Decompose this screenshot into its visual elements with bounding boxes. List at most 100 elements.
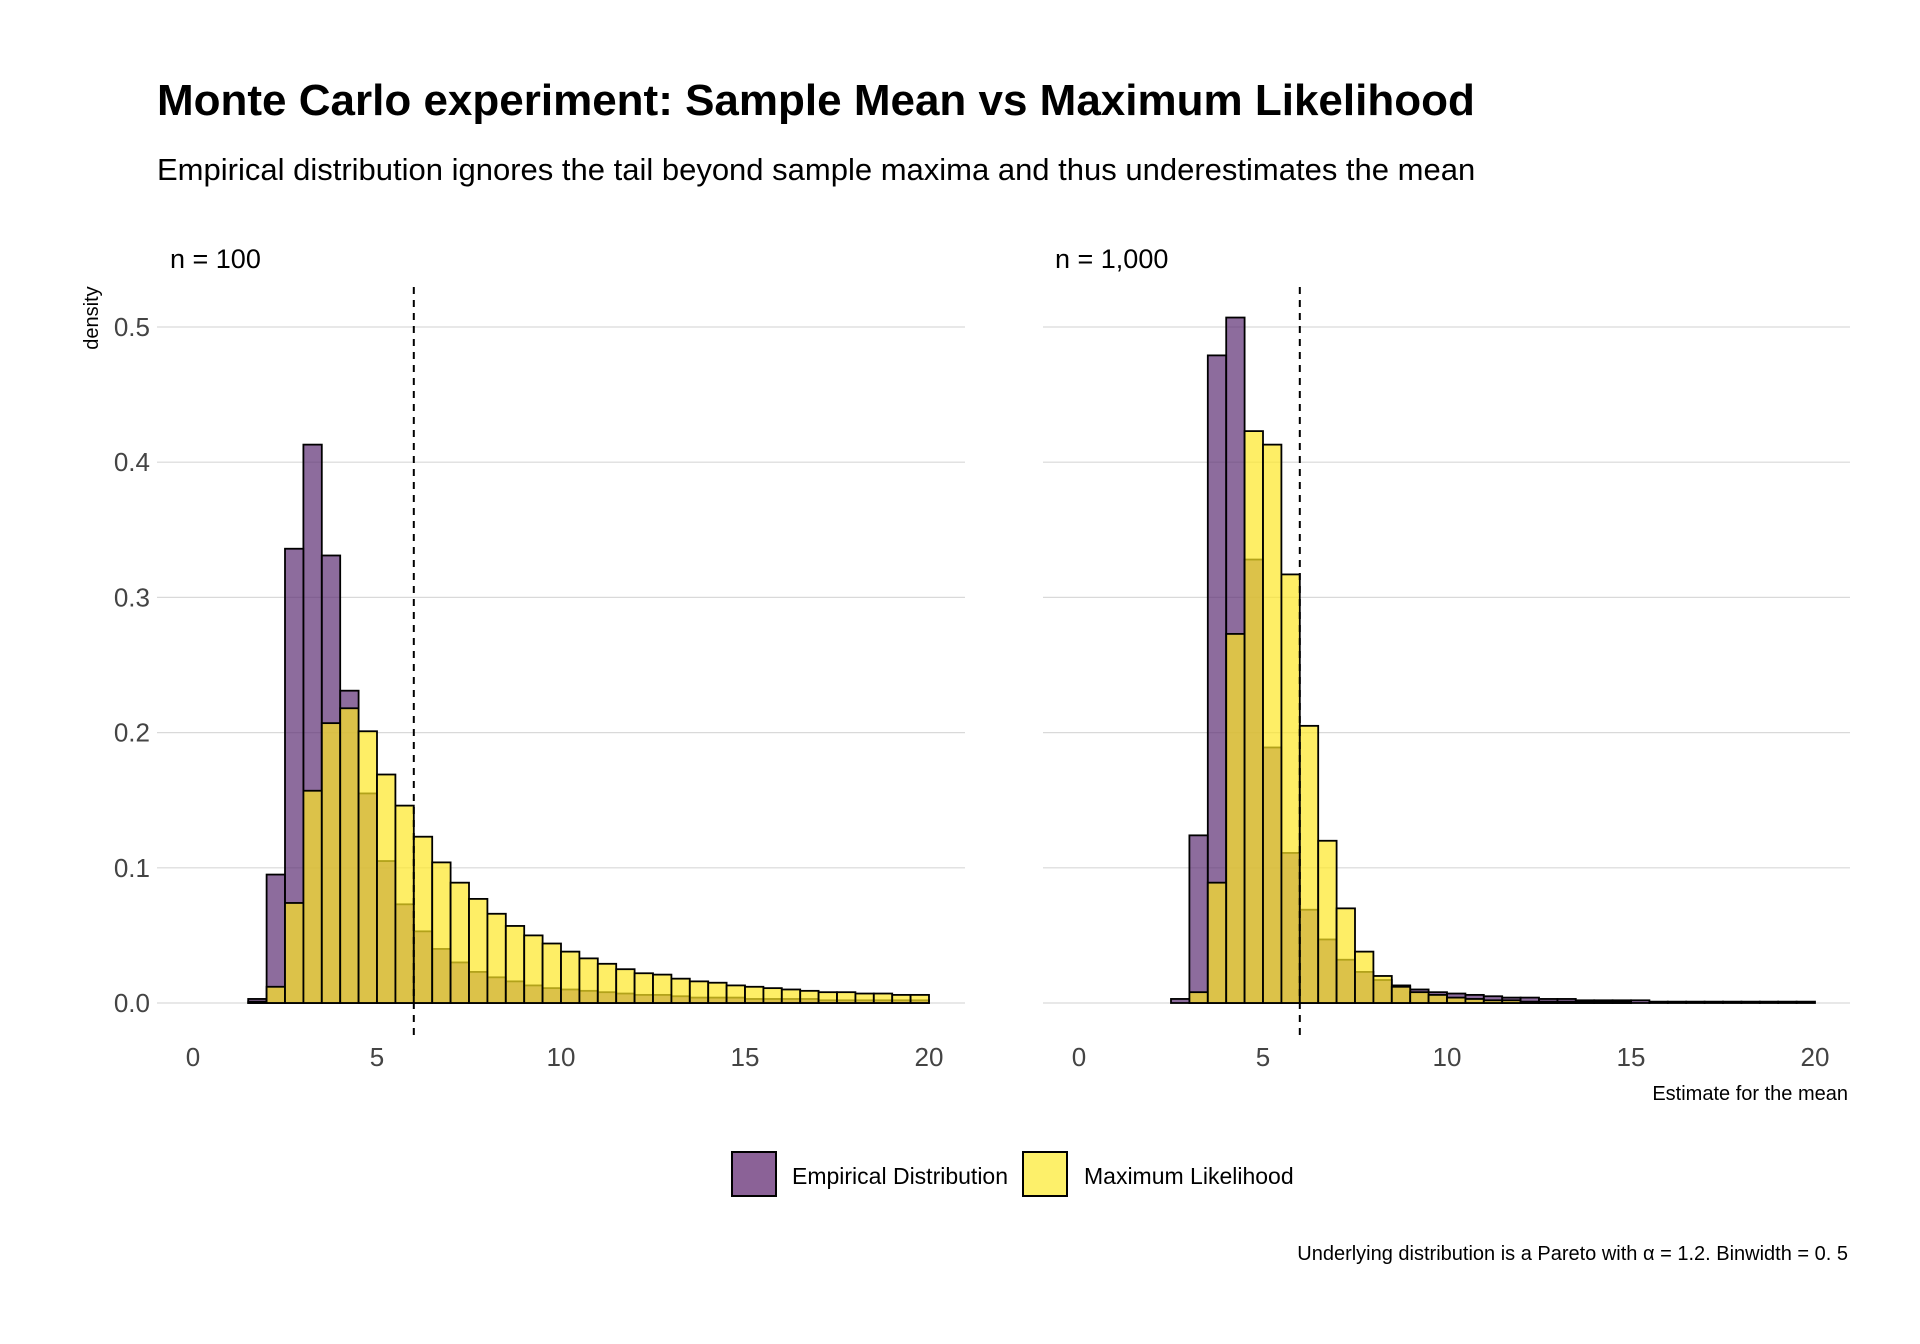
bar-mle	[449, 881, 470, 1004]
legend: Empirical Distribution Maximum Likelihoo…	[731, 1151, 1294, 1197]
bar-empirical	[1188, 834, 1209, 1004]
bar-mle	[596, 962, 618, 1004]
bar-empirical	[1630, 999, 1651, 1004]
bar-mle	[1390, 985, 1412, 1004]
bar-empirical	[1666, 1000, 1688, 1004]
chart-subtitle: Empirical distribution ignores the tail …	[157, 152, 1475, 187]
y-tick-label: 0.5	[114, 312, 150, 342]
y-gridlines	[1043, 326, 1850, 1004]
panel-strip-label: n = 100	[170, 244, 261, 274]
bar-mle	[247, 1000, 268, 1004]
x-axis-title: Estimate for the mean	[1652, 1083, 1848, 1105]
bar-mle	[891, 993, 912, 1004]
bar-mle	[1243, 430, 1264, 1004]
bar-empirical	[1685, 1000, 1706, 1004]
x-tick-labels: 0 5 10 15 20	[186, 1042, 944, 1072]
y-tick-label: 0.4	[114, 447, 150, 477]
bar-empirical	[1758, 1000, 1780, 1004]
bar-mle	[1317, 839, 1338, 1004]
y-tick-label: 0.0	[114, 988, 150, 1018]
panel-n-1000: n = 1,000 0 5 10 15 20	[1043, 244, 1850, 1072]
bar-mle	[265, 985, 286, 1004]
x-tick-label: 15	[731, 1042, 760, 1072]
x-tick-label: 5	[370, 1042, 384, 1072]
bar-empirical	[1740, 1000, 1761, 1004]
bar-empirical	[1777, 1000, 1798, 1004]
legend-label-empirical: Empirical Distribution	[792, 1163, 1008, 1189]
bar-mle	[670, 977, 691, 1004]
bar-mle	[1574, 1000, 1596, 1004]
bar-mle	[1188, 991, 1209, 1004]
bar-empirical	[1795, 1000, 1816, 1004]
bar-mle	[836, 991, 857, 1004]
y-tick-label: 0.1	[114, 853, 150, 883]
bar-empirical	[1170, 998, 1191, 1004]
chart-title: Monte Carlo experiment: Sample Mean vs M…	[157, 76, 1475, 125]
bar-mle	[357, 730, 378, 1004]
bar-mle	[633, 972, 654, 1004]
y-tick-label: 0.2	[114, 718, 150, 748]
x-tick-label: 0	[186, 1042, 200, 1072]
bar-mle	[872, 992, 894, 1004]
bar-mle	[615, 968, 636, 1004]
bar-mle	[412, 835, 434, 1004]
bar-mle	[284, 902, 305, 1004]
bar-mle	[302, 789, 323, 1004]
bar-mle	[1593, 1000, 1614, 1004]
bar-mle	[486, 912, 507, 1004]
bar-mle	[376, 773, 397, 1004]
x-tick-label: 20	[1801, 1042, 1830, 1072]
legend-label-mle: Maximum Likelihood	[1084, 1163, 1294, 1189]
bar-mle	[1335, 907, 1356, 1004]
bar-mle	[1280, 573, 1301, 1004]
chart-caption: Underlying distribution is a Pareto with…	[1297, 1243, 1848, 1265]
bar-mle	[578, 957, 599, 1004]
bar-mle	[707, 981, 728, 1004]
bar-empirical	[1648, 1000, 1669, 1004]
bar-mle	[1409, 991, 1430, 1004]
bar-mle	[523, 934, 544, 1004]
bar-mle	[1427, 993, 1448, 1004]
y-tick-labels: 0.0 0.1 0.2 0.3 0.4 0.5	[114, 312, 150, 1018]
bar-mle	[394, 804, 415, 1004]
bar-mle	[560, 950, 581, 1004]
bar-mle	[504, 925, 526, 1004]
legend-swatch-empirical	[731, 1151, 777, 1197]
x-tick-label: 5	[1256, 1042, 1270, 1072]
bar-mle	[854, 992, 875, 1004]
bar-empirical	[265, 873, 286, 1004]
bar-mle	[688, 980, 710, 1004]
x-tick-label: 10	[547, 1042, 576, 1072]
bar-mle	[1225, 633, 1246, 1004]
bar-mle	[541, 942, 562, 1004]
bar-mle	[744, 985, 765, 1004]
panel-n-100: n = 100 0 5 10 15 20 0.0 0.1 0.2 0.3 0.4 0.5	[114, 244, 965, 1072]
bar-mle	[1372, 975, 1393, 1004]
bar-mle	[1354, 950, 1375, 1004]
bar-mle	[1206, 881, 1228, 1004]
bar-mle	[1501, 999, 1522, 1004]
bar-mle	[1464, 998, 1485, 1004]
histogram-bars	[1170, 316, 1816, 1004]
bar-mle	[817, 991, 838, 1004]
y-axis-title: density	[81, 286, 103, 349]
bar-mle	[1482, 999, 1504, 1004]
bar-mle	[431, 861, 452, 1004]
bar-mle	[339, 707, 360, 1004]
bar-mle	[909, 993, 930, 1004]
histogram-bars	[247, 443, 930, 1004]
bar-mle	[762, 987, 783, 1004]
bar-mle	[1298, 724, 1320, 1004]
x-tick-label: 15	[1617, 1042, 1646, 1072]
x-tick-labels: 0 5 10 15 20	[1072, 1042, 1830, 1072]
bar-mle	[1262, 443, 1283, 1004]
x-tick-label: 10	[1433, 1042, 1462, 1072]
bar-mle	[1538, 1000, 1559, 1004]
x-tick-label: 20	[915, 1042, 944, 1072]
bar-empirical	[1722, 1000, 1743, 1004]
bar-mle	[1611, 1000, 1632, 1004]
bar-empirical	[1703, 1000, 1724, 1004]
bar-mle	[1556, 1000, 1577, 1004]
x-tick-label: 0	[1072, 1042, 1086, 1072]
